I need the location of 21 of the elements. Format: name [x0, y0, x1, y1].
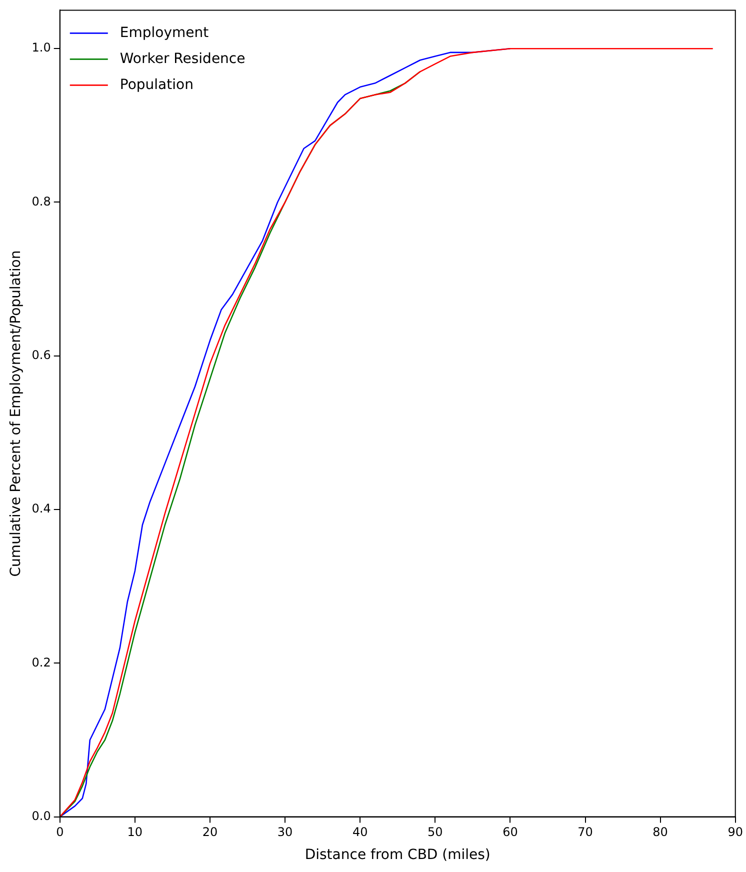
legend-label: Employment — [120, 24, 210, 41]
legend-label: Population — [120, 76, 194, 93]
x-tick-label: 10 — [127, 825, 143, 840]
y-tick-label: 0.4 — [32, 502, 51, 516]
x-tick-label: 20 — [202, 825, 218, 840]
x-tick-label: 50 — [428, 825, 443, 840]
x-axis-title: Distance from CBD (miles) — [304, 847, 490, 864]
y-tick-label: 0.6 — [32, 348, 51, 362]
legend-label: Worker Residence — [120, 50, 246, 67]
x-tick-label: 30 — [277, 825, 293, 840]
x-tick-label: 0 — [56, 825, 64, 840]
y-tick-label: 0.0 — [32, 808, 51, 823]
y-axis-title: Cumulative Percent of Employment/Population — [8, 250, 24, 577]
x-tick-label: 60 — [502, 825, 518, 840]
x-tick-label: 90 — [728, 825, 744, 840]
x-tick-label: 40 — [352, 825, 368, 840]
x-tick-label: 70 — [578, 825, 593, 840]
y-tick-label: 1.0 — [32, 40, 51, 55]
y-tick-label: 0.8 — [32, 194, 51, 208]
y-tick-label: 0.2 — [32, 655, 51, 670]
x-tick-label: 80 — [652, 825, 668, 840]
